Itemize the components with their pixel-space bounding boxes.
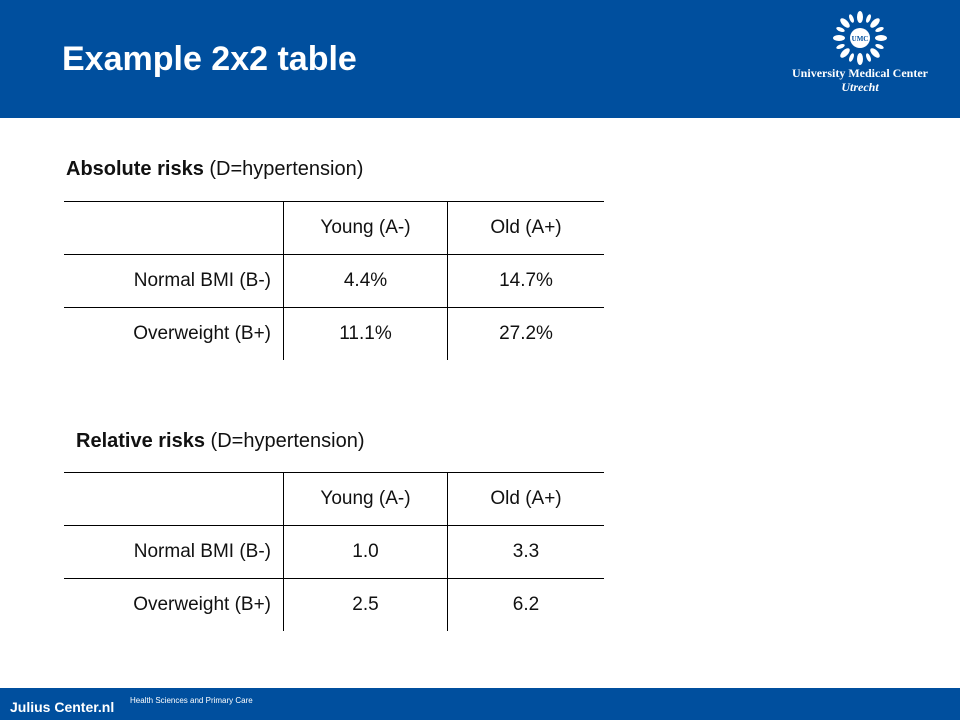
table-cell: 11.1% — [283, 307, 448, 360]
column-header-young: Young (A-) — [283, 201, 448, 255]
table-corner-cell — [64, 201, 284, 255]
relative-risks-table: Young (A-) Old (A+) Normal BMI (B-) 1.0 … — [64, 472, 604, 631]
row-header-overweight: Overweight (B+) — [64, 307, 284, 360]
logo-monogram: UMC — [852, 35, 869, 43]
relative-risks-heading-strong: Relative risks — [76, 430, 205, 452]
footer-bar: Julius Center.nl Health Sciences and Pri… — [0, 688, 960, 720]
row-header-normal-bmi: Normal BMI (B-) — [64, 254, 284, 308]
table-cell: 6.2 — [447, 578, 604, 631]
table-row: Overweight (B+) 2.5 6.2 — [64, 578, 604, 631]
table-row: Overweight (B+) 11.1% 27.2% — [64, 307, 604, 360]
table-header-row: Young (A-) Old (A+) — [64, 201, 604, 255]
table-cell: 14.7% — [447, 254, 604, 308]
table-row: Normal BMI (B-) 4.4% 14.7% — [64, 254, 604, 308]
table-cell: 3.3 — [447, 525, 604, 579]
footer-brand: Julius Center.nl — [10, 699, 115, 715]
umc-sun-logo-icon: UMC — [833, 11, 887, 65]
row-header-overweight: Overweight (B+) — [64, 578, 284, 631]
absolute-risks-heading-strong: Absolute risks — [66, 158, 204, 180]
table-cell: 1.0 — [283, 525, 448, 579]
table-cell: 2.5 — [283, 578, 448, 631]
column-header-old: Old (A+) — [447, 472, 604, 526]
absolute-risks-table: Young (A-) Old (A+) Normal BMI (B-) 4.4%… — [64, 201, 604, 360]
table-row: Normal BMI (B-) 1.0 3.3 — [64, 525, 604, 579]
table-corner-cell — [64, 472, 284, 526]
footer-subtitle: Health Sciences and Primary Care — [130, 696, 253, 705]
umc-logo: UMC University Medical Center Utrecht — [790, 10, 930, 100]
table-header-row: Young (A-) Old (A+) — [64, 472, 604, 526]
table-cell: 27.2% — [447, 307, 604, 360]
absolute-risks-heading: Absolute risks (D=hypertension) — [66, 158, 363, 181]
absolute-risks-heading-rest: (D=hypertension) — [203, 158, 364, 180]
table-cell: 4.4% — [283, 254, 448, 308]
row-header-normal-bmi: Normal BMI (B-) — [64, 525, 284, 579]
column-header-old: Old (A+) — [447, 201, 604, 255]
slide-title: Example 2x2 table — [62, 40, 357, 78]
logo-line2: Utrecht — [841, 80, 879, 94]
header-bar: Example 2x2 table U — [0, 0, 960, 118]
relative-risks-heading: Relative risks (D=hypertension) — [76, 430, 365, 453]
column-header-young: Young (A-) — [283, 472, 448, 526]
logo-line1: University Medical Center — [792, 66, 928, 80]
relative-risks-heading-rest: (D=hypertension) — [204, 430, 365, 452]
